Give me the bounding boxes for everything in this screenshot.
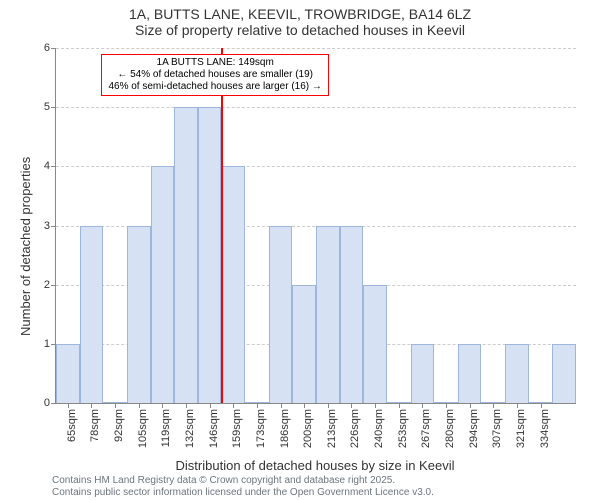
- x-tick-mark: [399, 403, 400, 408]
- x-tick-label: 294sqm: [468, 409, 480, 448]
- histogram-bar: [56, 344, 80, 403]
- x-axis-label: Distribution of detached houses by size …: [55, 458, 575, 473]
- x-tick-label: 334sqm: [539, 409, 551, 448]
- x-tick-mark: [541, 403, 542, 408]
- y-axis-label: Number of detached properties: [18, 156, 33, 335]
- grid-line: [56, 166, 576, 167]
- histogram-bar: [340, 226, 364, 404]
- x-tick-mark: [493, 403, 494, 408]
- x-tick-mark: [162, 403, 163, 408]
- x-tick-mark: [257, 403, 258, 408]
- x-tick-mark: [304, 403, 305, 408]
- y-tick-label: 2: [44, 279, 56, 291]
- x-tick-mark: [91, 403, 92, 408]
- x-tick-label: 226sqm: [349, 409, 361, 448]
- x-tick-label: 253sqm: [397, 409, 409, 448]
- x-tick-mark: [186, 403, 187, 408]
- title-line-2: Size of property relative to detached ho…: [0, 22, 600, 38]
- x-tick-label: 65sqm: [66, 409, 78, 442]
- x-tick-mark: [517, 403, 518, 408]
- annotation-line: 46% of semi-detached houses are larger (…: [108, 81, 321, 93]
- x-tick-label: 200sqm: [302, 409, 314, 448]
- x-tick-label: 280sqm: [444, 409, 456, 448]
- annotation-box: 1A BUTTS LANE: 149sqm← 54% of detached h…: [101, 54, 328, 96]
- x-tick-mark: [470, 403, 471, 408]
- x-tick-mark: [422, 403, 423, 408]
- histogram-bar: [174, 107, 198, 403]
- x-tick-label: 78sqm: [89, 409, 101, 442]
- x-tick-mark: [210, 403, 211, 408]
- x-tick-label: 132sqm: [184, 409, 196, 448]
- footer-attribution: Contains HM Land Registry data © Crown c…: [52, 475, 434, 498]
- grid-line: [56, 48, 576, 49]
- x-tick-mark: [139, 403, 140, 408]
- y-tick-label: 1: [44, 338, 56, 350]
- x-tick-mark: [375, 403, 376, 408]
- y-tick-label: 4: [44, 160, 56, 172]
- grid-line: [56, 107, 576, 108]
- histogram-bar: [292, 285, 316, 403]
- histogram-bar: [411, 344, 435, 403]
- histogram-bar: [127, 226, 151, 404]
- x-tick-label: 173sqm: [255, 409, 267, 448]
- x-tick-mark: [446, 403, 447, 408]
- x-tick-mark: [233, 403, 234, 408]
- histogram-bar: [198, 107, 222, 403]
- x-tick-label: 92sqm: [113, 409, 125, 442]
- annotation-line: 1A BUTTS LANE: 149sqm: [108, 57, 321, 69]
- x-tick-label: 159sqm: [231, 409, 243, 448]
- x-tick-mark: [115, 403, 116, 408]
- x-tick-mark: [68, 403, 69, 408]
- y-tick-label: 6: [44, 42, 56, 54]
- x-tick-label: 240sqm: [373, 409, 385, 448]
- histogram-bar: [269, 226, 293, 404]
- histogram-bar: [552, 344, 576, 403]
- x-tick-label: 307sqm: [491, 409, 503, 448]
- histogram-bar: [458, 344, 482, 403]
- histogram-bar: [80, 226, 104, 404]
- chart-container: 1A, BUTTS LANE, KEEVIL, TROWBRIDGE, BA14…: [0, 0, 600, 500]
- x-tick-mark: [281, 403, 282, 408]
- plot-area: 012345665sqm78sqm92sqm105sqm119sqm132sqm…: [55, 48, 576, 404]
- y-tick-label: 0: [44, 397, 56, 409]
- reference-marker-line: [221, 48, 223, 403]
- histogram-bar: [221, 166, 245, 403]
- histogram-bar: [151, 166, 175, 403]
- x-tick-label: 119sqm: [160, 409, 172, 447]
- title-line-1: 1A, BUTTS LANE, KEEVIL, TROWBRIDGE, BA14…: [0, 0, 600, 22]
- histogram-bar: [505, 344, 529, 403]
- histogram-bar: [363, 285, 387, 403]
- y-tick-label: 3: [44, 220, 56, 232]
- x-tick-label: 186sqm: [279, 409, 291, 448]
- x-tick-mark: [351, 403, 352, 408]
- histogram-bar: [316, 226, 340, 404]
- x-tick-mark: [328, 403, 329, 408]
- x-tick-label: 146sqm: [208, 409, 220, 448]
- y-tick-label: 5: [44, 101, 56, 113]
- x-tick-label: 267sqm: [420, 409, 432, 448]
- annotation-line: ← 54% of detached houses are smaller (19…: [108, 69, 321, 81]
- x-tick-label: 213sqm: [326, 409, 338, 448]
- x-tick-label: 321sqm: [515, 409, 527, 448]
- x-tick-label: 105sqm: [137, 409, 149, 448]
